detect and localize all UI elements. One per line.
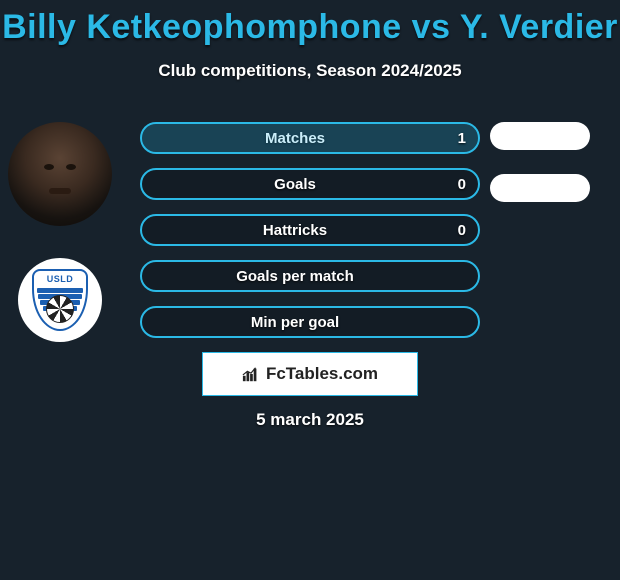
stat-value: 0 [458, 222, 466, 239]
player-face-icon [8, 122, 112, 226]
stat-row-goals-per-match: Goals per match [140, 260, 480, 292]
stat-value: 1 [458, 130, 466, 147]
stat-label: Goals per match [142, 268, 478, 285]
bar-chart-icon [242, 365, 260, 383]
player-face-mouth [49, 188, 71, 194]
club-shield-icon: USLD [32, 269, 88, 331]
stat-value: 0 [458, 176, 466, 193]
pill-2 [490, 174, 590, 202]
club-badge-bg: USLD [18, 258, 102, 342]
stat-label: Hattricks [142, 222, 478, 239]
page-subtitle: Club competitions, Season 2024/2025 [0, 61, 620, 81]
stat-label: Min per goal [142, 314, 478, 331]
club-avatar: USLD [8, 248, 112, 352]
page-title: Billy Ketkeophomphone vs Y. Verdier [0, 0, 620, 47]
club-badge-text: USLD [47, 274, 74, 284]
pill-1 [490, 122, 590, 150]
soccer-ball-icon [46, 295, 74, 323]
stat-label: Goals [142, 176, 478, 193]
avatar-column: USLD [8, 122, 112, 374]
brand-badge: FcTables.com [202, 352, 418, 396]
stats-list: Matches 1 Goals 0 Hattricks 0 Goals per … [140, 122, 480, 352]
date-text: 5 march 2025 [0, 410, 620, 430]
stat-row-hattricks: Hattricks 0 [140, 214, 480, 246]
brand-text: FcTables.com [266, 364, 378, 384]
stat-row-goals: Goals 0 [140, 168, 480, 200]
stat-row-matches: Matches 1 [140, 122, 480, 154]
stat-row-min-per-goal: Min per goal [140, 306, 480, 338]
player-avatar [8, 122, 112, 226]
pill-column [490, 122, 590, 226]
stat-fill [142, 124, 478, 152]
